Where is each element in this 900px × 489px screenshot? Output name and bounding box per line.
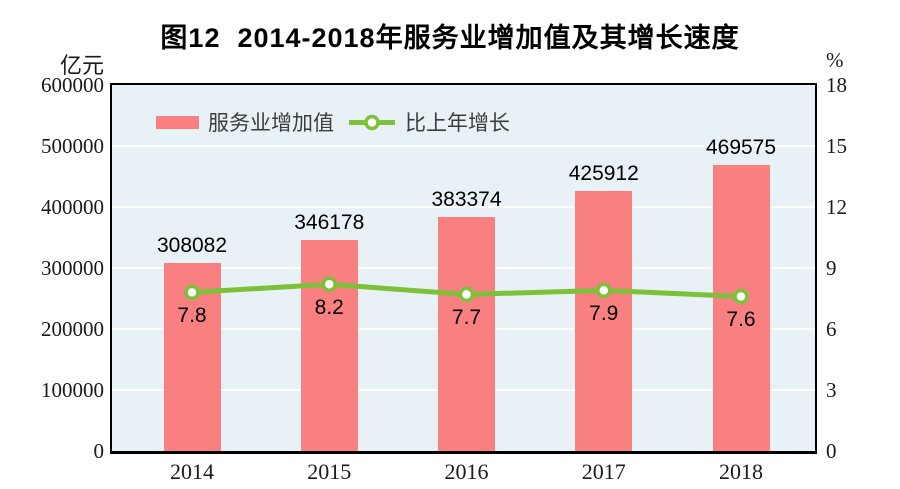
left-axis-unit-label: 亿元 bbox=[59, 53, 104, 78]
growth-value-label-2017: 7.9 bbox=[589, 302, 619, 326]
growth-value-label-2014: 7.8 bbox=[177, 304, 207, 328]
gridline bbox=[112, 145, 815, 147]
bar-value-label-2016: 383374 bbox=[431, 188, 502, 212]
bar-2016 bbox=[438, 217, 495, 451]
left-axis-tick-label: 400000 bbox=[41, 195, 104, 219]
legend-item-bar-series: 服务业增加值 bbox=[156, 107, 334, 137]
bar-2018 bbox=[712, 164, 770, 451]
x-axis-label-2017: 2017 bbox=[581, 459, 626, 484]
right-axis-tick-label: 12 bbox=[826, 195, 847, 219]
left-axis-tick-label: 500000 bbox=[41, 134, 104, 158]
bar-value-label-2014: 308082 bbox=[156, 234, 228, 258]
bar-series-swatch-icon bbox=[156, 115, 199, 129]
bar-value-label-2015: 346178 bbox=[294, 210, 365, 234]
bar-value-label-2018: 469575 bbox=[705, 135, 777, 159]
growth-line-series bbox=[184, 276, 749, 305]
line-marker-2014 bbox=[184, 284, 200, 301]
right-axis-unit-label: % bbox=[826, 48, 844, 72]
line-series-swatch-icon bbox=[349, 114, 395, 130]
x-axis-label-2015: 2015 bbox=[307, 459, 352, 484]
left-axis-tick-label: 300000 bbox=[41, 256, 104, 280]
left-axis-tick-label: 100000 bbox=[41, 378, 104, 402]
growth-value-label-2018: 7.6 bbox=[726, 308, 756, 332]
gridline bbox=[112, 206, 815, 208]
bar-value-label-2017: 425912 bbox=[568, 162, 639, 186]
legend-item-line-series: 比上年增长 bbox=[348, 107, 510, 137]
growth-value-label-2016: 7.7 bbox=[451, 306, 482, 330]
right-axis-tick-label: 9 bbox=[826, 256, 837, 280]
line-marker-2017 bbox=[596, 282, 612, 299]
x-axis-label-2014: 2014 bbox=[170, 459, 214, 484]
right-axis-tick-label: 15 bbox=[826, 134, 847, 158]
line-marker-2018 bbox=[733, 288, 749, 305]
right-axis-tick-label: 18 bbox=[826, 73, 847, 97]
line-marker-2016 bbox=[458, 286, 475, 303]
left-axis-tick-label: 600000 bbox=[41, 73, 104, 97]
right-axis-tick-label: 6 bbox=[826, 317, 837, 341]
plot-area: 服务业增加值 比上年增长 308082 346178 383374 425912 469… bbox=[110, 83, 817, 454]
x-axis-label-2018: 2018 bbox=[719, 459, 763, 484]
legend: 服务业增加值 比上年增长 bbox=[156, 107, 510, 137]
legend-label-line-series: 比上年增长 bbox=[405, 111, 510, 135]
chart-title: 图12 2014-2018年服务业增加值及其增长速度 bbox=[160, 23, 740, 53]
bar-2017 bbox=[575, 191, 633, 451]
line-marker-2015 bbox=[321, 276, 337, 293]
x-axis-label-2016: 2016 bbox=[444, 459, 489, 484]
bar-2015 bbox=[300, 239, 358, 451]
right-axis-tick-label: 3 bbox=[826, 378, 837, 402]
left-axis-tick-label: 200000 bbox=[41, 317, 104, 341]
growth-value-label-2015: 8.2 bbox=[314, 296, 344, 320]
right-axis-tick-label: 0 bbox=[826, 439, 837, 463]
left-axis-tick-label: 0 bbox=[93, 439, 105, 463]
legend-label-bar-series: 服务业增加值 bbox=[208, 111, 334, 135]
